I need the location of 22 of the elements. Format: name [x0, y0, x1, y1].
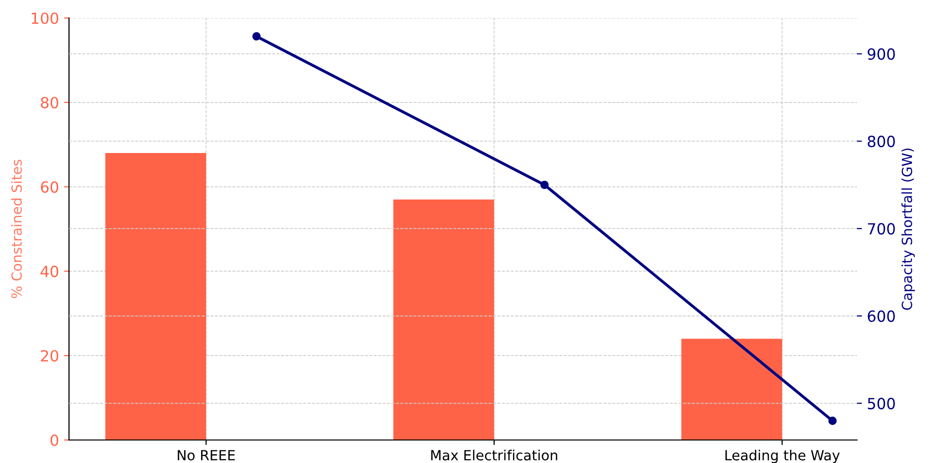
- y-tick-label: 0: [50, 434, 58, 446]
- point: [540, 180, 549, 190]
- y2-tick-label: 700: [868, 223, 895, 235]
- y-axis-title: % Constrained Sites: [11, 160, 22, 298]
- y2-tick-label: 900: [868, 48, 895, 60]
- y2-axis-title: Capacity Shortfall (GW): [901, 148, 915, 310]
- bar: [681, 338, 782, 440]
- y2-tick-label: 600: [868, 310, 895, 322]
- y-tick-label: 40: [40, 266, 58, 278]
- x-tick-label: No REEE: [178, 450, 235, 460]
- point: [252, 32, 261, 41]
- bar: [105, 153, 206, 440]
- y-tick-label: 80: [40, 96, 58, 108]
- x-tick-label: Leading the Way: [725, 450, 840, 463]
- y-tick-label: 100: [32, 12, 58, 24]
- x-tick-label: Max Electrification: [431, 450, 558, 460]
- y2-tick-label: 800: [868, 136, 895, 148]
- bar: [393, 199, 494, 440]
- y-tick-label: 20: [40, 350, 58, 362]
- y-tick-label: 60: [40, 181, 58, 193]
- point: [828, 416, 837, 425]
- y2-tick-label: 500: [868, 398, 895, 410]
